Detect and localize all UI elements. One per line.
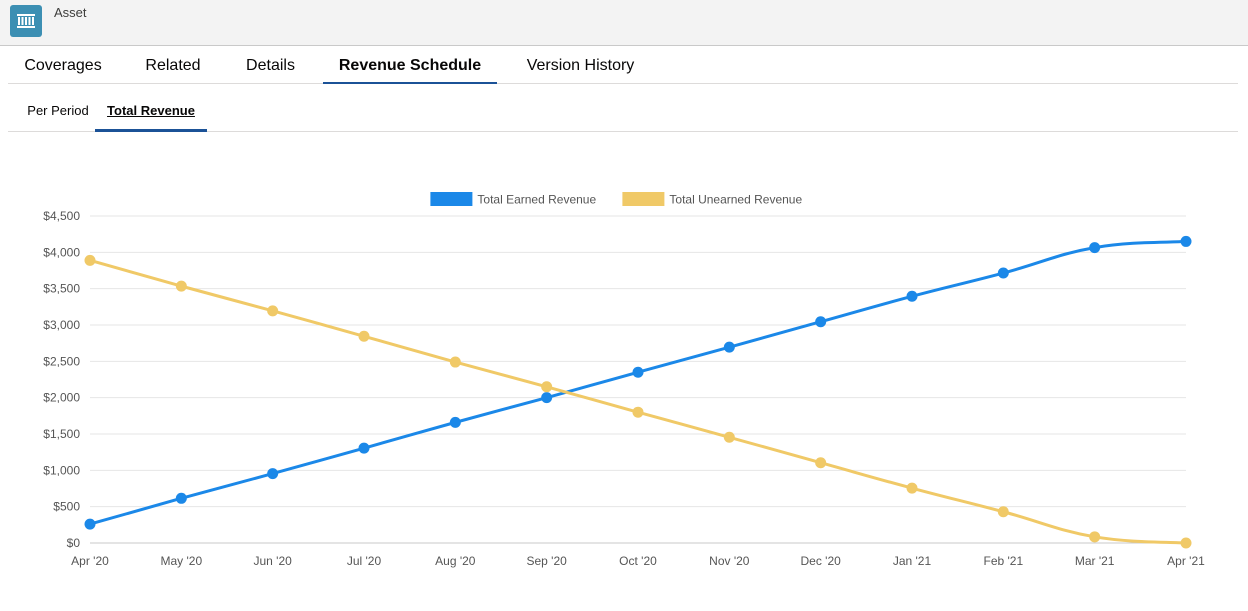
x-tick-label: Apr '20 [71,554,109,568]
x-tick-label: Mar '21 [1075,554,1115,568]
record-tabs: Coverages Related Details Revenue Schedu… [8,47,1238,84]
tab-coverages[interactable]: Coverages [24,57,102,74]
data-point [815,457,827,469]
data-point [632,366,644,378]
data-point [358,442,370,454]
revenue-subtabs: Per Period Total Revenue [8,90,1238,132]
x-tick-label: May '20 [161,554,203,568]
tab-revenue-schedule[interactable]: Revenue Schedule [323,47,497,84]
data-point [175,280,187,292]
legend-swatch [622,192,665,206]
data-point [175,492,187,504]
data-point [1089,242,1101,254]
series-line-0 [89,239,1187,526]
data-point [1180,537,1192,549]
data-point [449,356,461,368]
y-tick-label: $1,500 [43,427,80,441]
record-type-label: Asset [54,5,87,20]
series-line-1 [89,258,1187,545]
x-tick-label: Dec '20 [801,554,842,568]
data-point [1089,531,1101,543]
legend-label: Total Unearned Revenue [669,193,802,207]
data-point [358,330,370,342]
data-point [541,392,553,404]
data-point [997,267,1009,279]
data-point [997,506,1009,518]
x-tick-label: Sep '20 [527,554,568,568]
asset-icon [10,5,42,37]
y-tick-label: $0 [67,536,81,550]
legend-swatch [430,192,473,206]
data-point [1180,235,1192,247]
y-tick-label: $1,000 [43,463,80,477]
x-tick-label: Jul '20 [347,554,382,568]
y-tick-label: $500 [53,500,80,514]
revenue-chart: $0 $500 $1,000 $1,500 $2,000 $2,500 $3,000 $3,5… [0,180,1248,611]
subtab-per-period[interactable]: Per Period [27,103,89,118]
x-tick-label: Apr '21 [1167,554,1205,568]
data-point [267,468,279,480]
data-point [906,290,918,302]
x-tick-label: Feb '21 [984,554,1024,568]
legend-label: Total Earned Revenue [477,193,596,207]
data-point [723,341,735,353]
y-tick-label: $4,500 [43,209,80,223]
revenue-line-chart: $0 $500 $1,000 $1,500 $2,000 $2,500 $3,000 $3,5… [43,192,1205,568]
y-tick-label: $3,500 [43,282,80,296]
y-tick-label: $3,000 [43,318,80,332]
x-tick-label: Jun '20 [254,554,293,568]
data-point [267,305,279,317]
y-tick-label: $2,500 [43,354,80,368]
data-point [84,254,96,266]
data-point [906,482,918,494]
y-tick-label: $2,000 [43,391,80,405]
tab-details[interactable]: Details [246,57,295,74]
tab-related[interactable]: Related [145,57,201,74]
data-point [541,381,553,393]
x-tick-label: Jan '21 [893,554,932,568]
data-point [815,316,827,328]
data-point [632,406,644,418]
x-tick-label: Oct '20 [619,554,657,568]
data-point [449,416,461,428]
y-tick-label: $4,000 [43,245,80,259]
data-point [723,431,735,443]
subtab-total-revenue[interactable]: Total Revenue [95,90,207,132]
record-header: Asset [0,0,1248,46]
tab-version-history[interactable]: Version History [526,57,635,74]
data-point [84,518,96,530]
x-tick-label: Nov '20 [709,554,750,568]
x-tick-label: Aug '20 [435,554,476,568]
